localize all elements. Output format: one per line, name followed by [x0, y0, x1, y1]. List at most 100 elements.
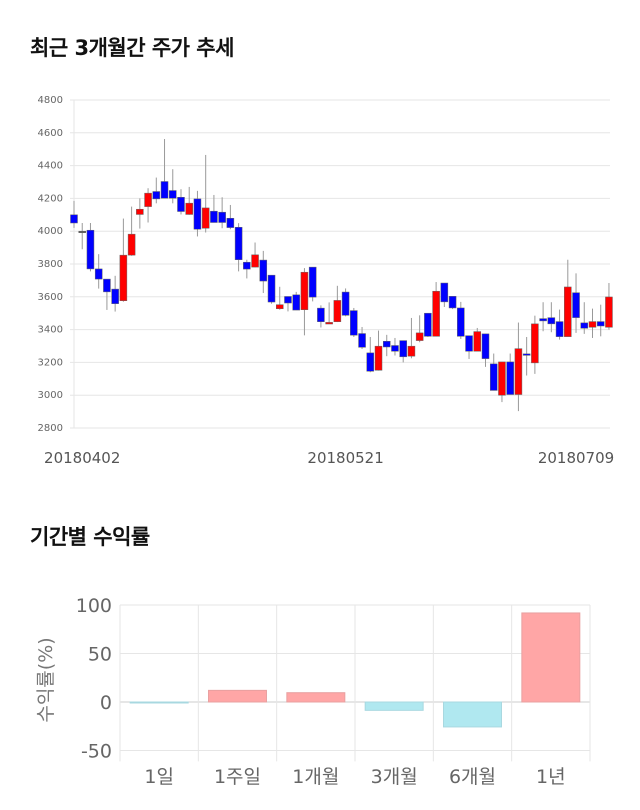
candle-body [86, 229, 95, 270]
candle-body [415, 332, 424, 341]
x-tick-label: 3개월 [371, 766, 418, 788]
candle-body [605, 296, 613, 328]
return-bar [208, 689, 267, 703]
candle-body [358, 333, 366, 348]
candle-body [259, 259, 268, 282]
y-tick-label: 3000 [38, 390, 63, 401]
candle-body [580, 322, 589, 329]
y-tick-label: 100 [76, 595, 112, 617]
x-tick-label: 1일 [144, 766, 174, 788]
candle-body [243, 261, 251, 270]
candle-body [127, 233, 136, 256]
candle-body [284, 296, 292, 304]
y-tick-label: 4000 [38, 226, 63, 237]
candle-body [432, 290, 440, 337]
candle-body [473, 331, 482, 352]
x-tick-label: 20180521 [307, 449, 383, 467]
candle-body [588, 321, 597, 328]
candle-body [136, 208, 144, 215]
candle-body [160, 181, 169, 199]
candle-body [111, 288, 119, 304]
candle-body [103, 278, 111, 293]
stock-trend-title: 최근 3개월간 주가 추세 [30, 36, 234, 60]
candle-body [350, 310, 358, 336]
y-tick-label: 0 [100, 692, 112, 714]
y-axis-label: 수익률(%) [35, 637, 57, 722]
candle-body [341, 291, 350, 316]
y-tick-label: 3600 [38, 292, 63, 303]
candle-body [531, 323, 539, 364]
candle-body [448, 296, 457, 309]
y-tick-label: -50 [81, 741, 112, 763]
candlestick-chart: 2800 3000 3200 3400 3600 3800 4000 4200 4400 4600… [38, 95, 615, 467]
candle-body [514, 348, 523, 395]
x-tick-label: 1년 [536, 766, 566, 788]
return-bar [521, 612, 581, 703]
y-tick-label: 3400 [38, 325, 63, 336]
x-tick-label: 20180709 [538, 449, 614, 467]
candle-body [522, 353, 531, 356]
candle-body [177, 197, 185, 212]
candle-body [596, 321, 605, 327]
candle-body [78, 230, 86, 233]
candle-body [374, 345, 383, 371]
x-tick-label: 1주일 [214, 766, 261, 788]
y-tick-label: 50 [88, 644, 112, 666]
candle-body [382, 340, 391, 348]
candle-body [300, 271, 309, 311]
y-tick-label: 4600 [38, 128, 63, 139]
candle-body [539, 318, 547, 322]
candle-body [193, 198, 202, 230]
return-bar [364, 701, 424, 711]
x-tick-label: 6개월 [449, 766, 496, 788]
candle-body [489, 363, 498, 391]
candle-body [144, 192, 152, 207]
candle-body [506, 361, 514, 395]
period-return-title: 기간별 수익률 [30, 525, 150, 549]
candle-body [391, 345, 399, 352]
x-tick-label: 1개월 [292, 766, 339, 788]
candle-body [308, 266, 317, 298]
candle-body [498, 361, 506, 396]
y-tick-label: 4800 [38, 95, 63, 106]
candle-body [440, 282, 449, 303]
candle-body [276, 304, 284, 310]
candle-body [465, 335, 473, 352]
candle-body [185, 202, 193, 215]
candle-body [333, 300, 342, 322]
y-tick-label: 3200 [38, 357, 63, 368]
candle-body [94, 268, 103, 280]
y-tick-label: 4200 [38, 193, 63, 204]
candle-body [169, 190, 177, 199]
y-tick-label: 4400 [38, 161, 63, 172]
return-bar [443, 701, 502, 728]
candle-body [407, 345, 416, 357]
candle-body [251, 254, 259, 268]
candle-body [424, 312, 432, 337]
candle-body [457, 307, 465, 337]
candle-body [399, 340, 407, 358]
candle-body [366, 352, 375, 372]
candle-body [70, 214, 78, 224]
candle-body [152, 191, 161, 200]
y-tick-label: 3800 [38, 259, 63, 270]
candle-body [292, 294, 300, 311]
candle-body [267, 274, 276, 303]
candle-body [218, 211, 226, 223]
candle-body [481, 333, 490, 359]
candle-body [572, 292, 580, 318]
candle-body [119, 254, 128, 301]
candle-body [547, 317, 556, 325]
candle-body [201, 207, 210, 229]
return-bar [286, 692, 346, 703]
candle-body [325, 322, 333, 325]
return-bar [129, 701, 189, 704]
candle-body [555, 321, 564, 337]
candle-body [564, 286, 572, 337]
x-tick-label: 20180402 [44, 449, 120, 467]
y-tick-label: 2800 [38, 423, 63, 434]
candle-body [226, 217, 235, 228]
candle-body [317, 307, 325, 322]
candle-body [210, 210, 218, 223]
candle-body [234, 227, 243, 260]
